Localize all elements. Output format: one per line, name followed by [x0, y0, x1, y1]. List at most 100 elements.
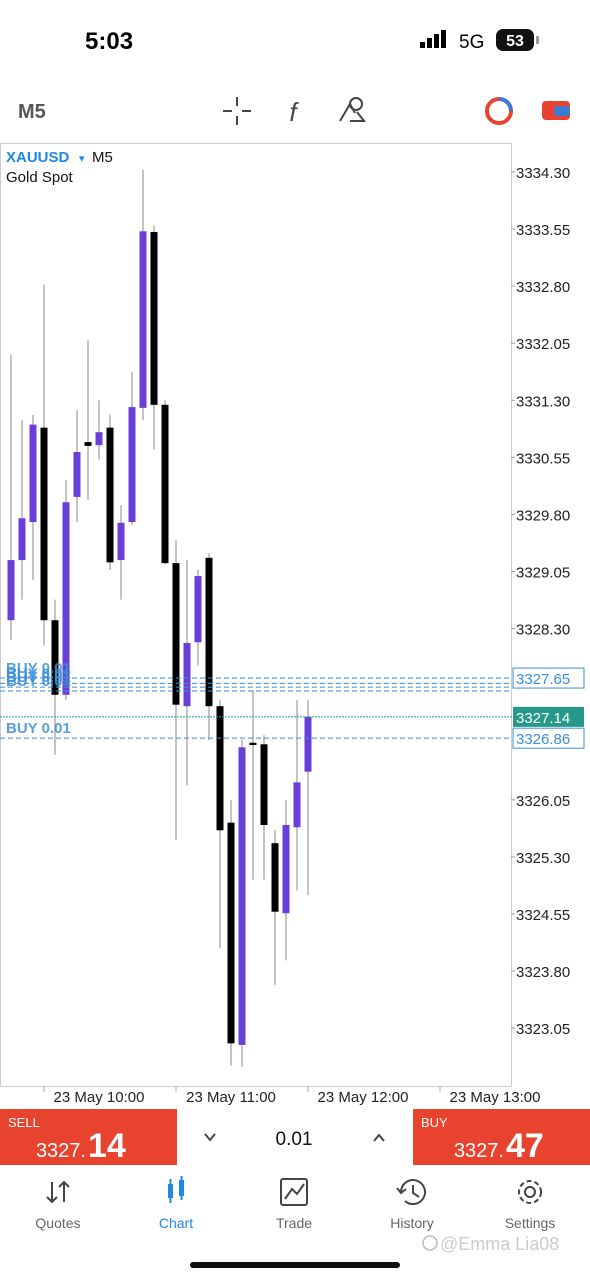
candle-body — [128, 407, 136, 523]
volume[interactable]: 0.01 — [276, 1129, 313, 1150]
volume-up[interactable] — [373, 1133, 385, 1142]
settings-icon — [518, 1180, 542, 1204]
buy-price-main: 3327. — [454, 1140, 504, 1162]
y-tick-label: 3324.55 — [516, 907, 570, 924]
sell-price-main: 3327. — [36, 1140, 86, 1162]
order-price-label: 3327.65 — [516, 671, 570, 688]
chart-subtitle: Gold Spot — [6, 169, 74, 186]
nav-settings[interactable]: Settings — [505, 1215, 556, 1231]
candle-body — [29, 424, 37, 523]
crosshair-button[interactable] — [223, 97, 251, 125]
y-tick-label: 3334.30 — [516, 165, 570, 182]
candle-body — [95, 432, 103, 446]
account-button[interactable] — [542, 101, 570, 120]
candle-body — [73, 452, 81, 497]
objects-button[interactable] — [339, 97, 367, 122]
order-label: BUY 0.01 — [6, 669, 71, 686]
candle-body — [18, 518, 26, 561]
candle-body — [249, 742, 257, 746]
order-label: BUY 0.01 — [6, 660, 71, 677]
x-tick-label: 23 May 10:00 — [54, 1089, 145, 1106]
candle-body — [161, 404, 169, 564]
order-label: BUY 0.01 — [6, 720, 71, 737]
candle-body — [7, 560, 15, 621]
nav-trade[interactable]: Trade — [276, 1215, 312, 1231]
y-tick-label: 3333.55 — [516, 222, 570, 239]
home-indicator — [190, 1262, 400, 1268]
candle-body — [260, 744, 268, 825]
chart-icon — [168, 1176, 184, 1203]
chart-symbol[interactable]: XAUUSD — [6, 149, 70, 166]
battery — [496, 29, 534, 51]
bid-label: 3327.14 — [516, 710, 570, 727]
buy-price-pips: 47 — [506, 1127, 544, 1165]
trading-button[interactable] — [485, 97, 513, 125]
candle-body — [106, 427, 114, 563]
history-icon — [396, 1179, 426, 1206]
symbol-menu[interactable]: ▾ — [79, 153, 85, 165]
x-tick-label: 23 May 12:00 — [318, 1089, 409, 1106]
nav-history[interactable]: History — [390, 1215, 434, 1231]
order-label: BUY 0.01 — [6, 665, 71, 682]
watermark-logo — [422, 1235, 438, 1251]
bid-box — [513, 706, 584, 727]
order-label: BUY 0.01 — [6, 673, 71, 690]
candle-body — [62, 502, 70, 695]
chart-frame — [0, 143, 512, 1087]
timeframe-button[interactable]: M5 — [18, 101, 46, 123]
y-tick-label: 3330.55 — [516, 450, 570, 467]
chart: 3334.30 3333.55 3332.80 3332.05 3331.30 3330.… — [0, 165, 585, 1106]
y-tick-label: 3326.05 — [516, 793, 570, 810]
y-tick-label: 3323.80 — [516, 964, 570, 981]
candle-body — [84, 442, 92, 446]
order-price-box — [512, 727, 585, 749]
candle-body — [282, 824, 290, 914]
indicators-button[interactable]: f — [289, 97, 299, 127]
sell-price-pips: 14 — [88, 1127, 126, 1165]
chart-timeframe: M5 — [92, 149, 113, 166]
sell-label: SELL — [8, 1115, 40, 1130]
candle-body — [194, 576, 202, 643]
sell-button[interactable] — [0, 1109, 177, 1165]
y-tick-label: 3331.30 — [516, 393, 570, 410]
candle-body — [183, 643, 191, 707]
y-tick-label: 3328.30 — [516, 622, 570, 639]
candle-body — [271, 843, 279, 912]
volume-down[interactable] — [204, 1133, 216, 1142]
candle-body — [227, 822, 235, 1044]
quotes-icon — [46, 1180, 70, 1204]
order-price-label: 3326.86 — [516, 731, 570, 748]
y-tick-label: 3332.80 — [516, 279, 570, 296]
signal-icon — [420, 30, 446, 48]
network: 5G — [459, 32, 484, 53]
candle-body — [216, 706, 224, 831]
candle-body — [150, 232, 158, 405]
buy-label: BUY — [421, 1115, 448, 1130]
battery-tip — [536, 36, 539, 44]
candle-body — [51, 620, 59, 695]
nav-quotes[interactable]: Quotes — [35, 1215, 80, 1231]
y-tick-label: 3329.80 — [516, 507, 570, 524]
nav-chart[interactable]: Chart — [159, 1215, 193, 1231]
candle-body — [172, 563, 180, 705]
x-tick-label: 23 May 13:00 — [450, 1089, 541, 1106]
candle-body — [238, 747, 246, 1045]
order-price-box — [512, 667, 585, 689]
candle-body — [139, 231, 147, 408]
y-tick-label: 3323.05 — [516, 1021, 570, 1038]
y-tick-label: 3325.30 — [516, 850, 570, 867]
candle-body — [117, 522, 125, 561]
watermark: @Emma Lia08 — [440, 1234, 559, 1254]
candle-body — [40, 427, 48, 621]
buy-button[interactable] — [413, 1109, 590, 1165]
y-tick-label: 3332.05 — [516, 336, 570, 353]
x-tick-label: 23 May 11:00 — [186, 1089, 276, 1106]
candle-body — [205, 557, 213, 707]
battery-level: 53 — [506, 33, 524, 50]
trade-icon — [280, 1178, 308, 1206]
candle-body — [304, 716, 312, 772]
y-tick-label: 3329.05 — [516, 564, 570, 581]
status-time: 5:03 — [85, 28, 133, 55]
